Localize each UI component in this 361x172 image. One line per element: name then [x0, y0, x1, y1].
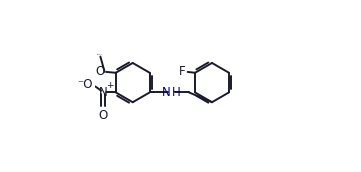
- Text: N: N: [99, 86, 107, 99]
- Text: O: O: [95, 65, 105, 78]
- Text: +: +: [106, 81, 113, 90]
- Text: methoxy: methoxy: [96, 54, 103, 55]
- Text: O: O: [98, 109, 108, 122]
- Text: H: H: [172, 86, 180, 99]
- Text: F: F: [179, 65, 186, 78]
- Text: N: N: [161, 86, 170, 99]
- Text: ⁻O: ⁻O: [77, 78, 93, 91]
